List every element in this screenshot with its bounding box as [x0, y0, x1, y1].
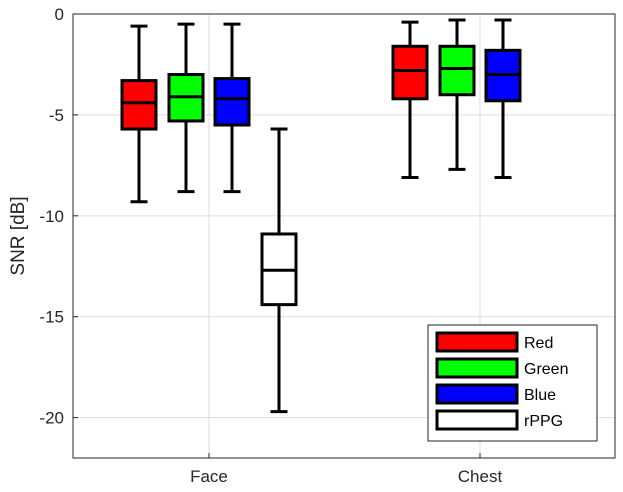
x-axis: Face Chest: [190, 453, 502, 486]
legend-item-rppg: rPPG: [435, 409, 563, 431]
boxes: [120, 18, 522, 414]
legend-label: rPPG: [524, 413, 563, 430]
y-tick-label: 0: [55, 5, 64, 24]
legend-label: Green: [524, 361, 568, 378]
box-green-chest: [438, 18, 476, 171]
legend: Red Green Blue rPPG: [427, 324, 598, 442]
legend-item-green: Green: [435, 357, 568, 379]
iqr-box: [391, 44, 429, 101]
box-red-face: [120, 24, 158, 204]
box-green-face: [167, 22, 205, 194]
legend-item-blue: Blue: [435, 383, 556, 405]
y-tick-label: -5: [49, 106, 64, 125]
iqr-box: [213, 77, 251, 127]
box-blue-chest: [484, 18, 522, 179]
legend-swatch: [435, 357, 519, 379]
legend-label: Red: [524, 335, 553, 352]
y-tick-label: -20: [39, 409, 64, 428]
box-rppg-face: [260, 127, 298, 414]
y-axis-label: SNR [dB]: [8, 196, 29, 275]
plot-frame: [72, 13, 616, 459]
y-tick-label: -15: [39, 308, 64, 327]
legend-swatch: [435, 383, 519, 405]
legend-item-red: Red: [435, 331, 553, 353]
legend-label: Blue: [524, 387, 556, 404]
iqr-box: [438, 44, 476, 97]
legend-swatch: [435, 409, 519, 431]
iqr-box: [120, 79, 158, 131]
y-axis: 0 -5 -10 -15 -20: [39, 5, 78, 428]
box-blue-face: [213, 22, 251, 194]
y-tick-label: -10: [39, 207, 64, 226]
x-tick-label: Chest: [458, 467, 503, 486]
legend-swatch: [435, 331, 519, 353]
x-tick-label: Face: [190, 467, 228, 486]
box-red-chest: [391, 20, 429, 179]
